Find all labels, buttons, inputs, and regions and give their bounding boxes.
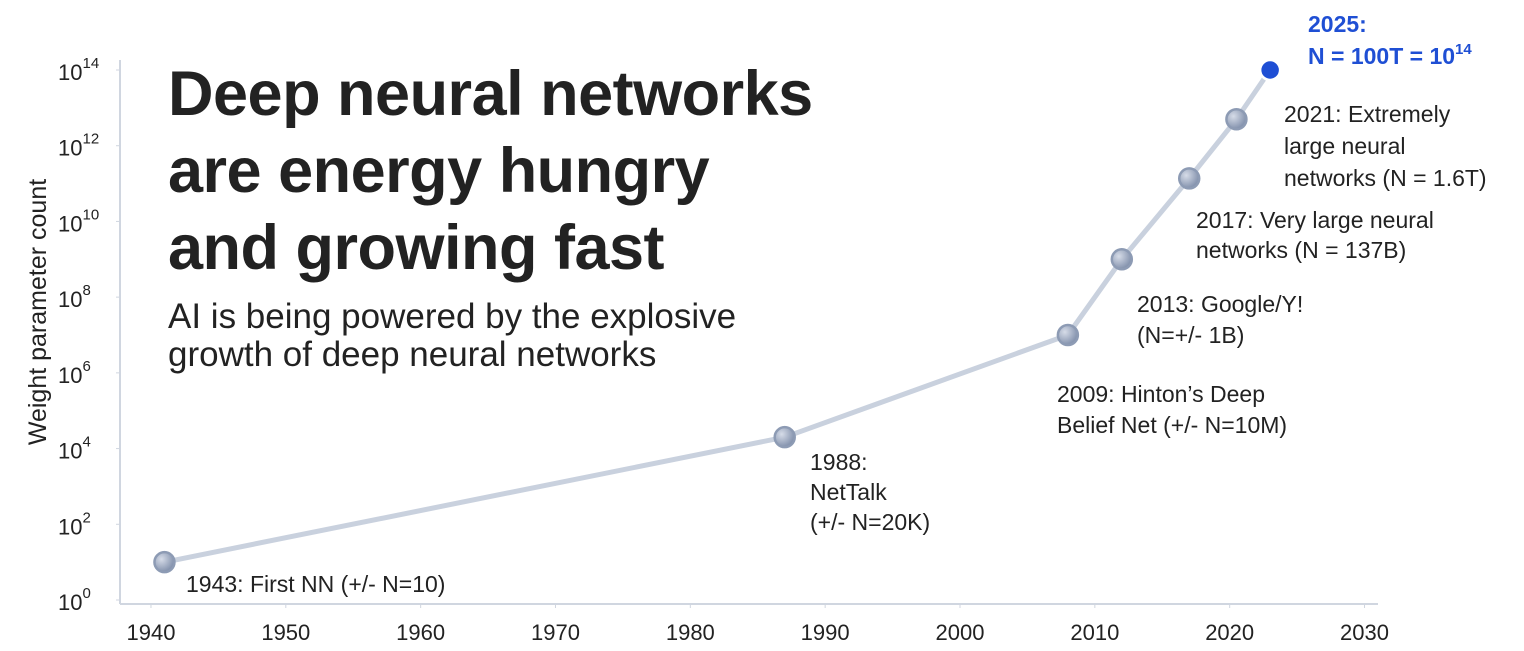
annotation: Belief Net (+/- N=10M): [1057, 412, 1287, 438]
x-tick-label: 2000: [936, 620, 985, 645]
annotation-power: 14: [1455, 41, 1472, 58]
annotation-line: 2017: Very large neural: [1196, 207, 1434, 233]
annotation: 2021: Extremely: [1284, 101, 1451, 127]
annotation: 1988:: [810, 449, 868, 475]
y-tick-power: 2: [82, 509, 90, 526]
y-tick-label: 1014: [58, 55, 99, 85]
y-tick-power: 10: [82, 206, 99, 223]
annotation: N = 100T = 1014: [1308, 41, 1472, 69]
annotation-line: NetTalk: [810, 479, 887, 505]
y-tick-label: 108: [58, 282, 91, 312]
data-point: [1056, 323, 1080, 347]
x-tick-label: 1940: [126, 620, 175, 645]
data-point: [1258, 58, 1282, 82]
annotation-line: N = 100T = 10: [1308, 43, 1455, 69]
data-point: [1110, 248, 1134, 271]
data-point: [153, 550, 176, 574]
annotation-line: networks (N = 1.6T): [1284, 165, 1487, 191]
title-line: and growing fast: [168, 213, 665, 283]
y-tick-base: 10: [58, 211, 82, 236]
annotation: 1943: First NN (+/- N=10): [186, 571, 445, 597]
annotation-line: 2025:: [1308, 11, 1367, 37]
y-tick-power: 0: [82, 585, 90, 602]
y-tick-base: 10: [58, 363, 82, 388]
title-line: Deep neural networks: [168, 59, 813, 129]
y-tick-power: 8: [82, 282, 90, 299]
subtitle-line: growth of deep neural networks: [168, 335, 656, 374]
x-tick-label: 1950: [261, 620, 310, 645]
data-point: [773, 425, 796, 449]
y-tick-power: 14: [82, 55, 99, 72]
x-tick-label: 2030: [1340, 620, 1389, 645]
y-tick-base: 10: [58, 136, 82, 161]
y-tick-power: 12: [82, 131, 99, 148]
annotation-line: networks (N = 137B): [1196, 237, 1406, 263]
y-tick-base: 10: [58, 590, 82, 615]
data-point: [1225, 108, 1248, 131]
annotation: 2025:: [1308, 11, 1367, 37]
x-tick-label: 1970: [531, 620, 580, 645]
annotation: 2017: Very large neural: [1196, 207, 1434, 233]
annotation: 2013: Google/Y!: [1137, 291, 1303, 317]
annotation-line: Belief Net (+/- N=10M): [1057, 412, 1287, 438]
y-tick-label: 1012: [58, 131, 99, 161]
y-tick-power: 4: [82, 434, 90, 451]
y-tick-base: 10: [58, 287, 82, 312]
annotation-line: large neural: [1284, 133, 1405, 159]
annotation: NetTalk: [810, 479, 887, 505]
annotation: (N=+/- 1B): [1137, 322, 1244, 348]
y-tick-label: 102: [58, 509, 91, 539]
y-tick-base: 10: [58, 514, 82, 539]
y-tick-base: 10: [58, 60, 82, 85]
x-tick-label: 1960: [396, 620, 445, 645]
x-tick-label: 2010: [1070, 620, 1119, 645]
y-tick-label: 1010: [58, 206, 99, 236]
annotation: 2009: Hinton’s Deep: [1057, 381, 1265, 407]
annotation-line: 2009: Hinton’s Deep: [1057, 381, 1265, 407]
y-tick-label: 106: [58, 358, 91, 388]
y-axis-label: Weight parameter count: [24, 179, 52, 445]
annotation-line: 1988:: [810, 449, 868, 475]
annotation: networks (N = 137B): [1196, 237, 1406, 263]
annotation-line: 2021: Extremely: [1284, 101, 1451, 127]
x-tick-label: 1980: [666, 620, 715, 645]
annotation-line: (+/- N=20K): [810, 509, 930, 535]
y-tick-base: 10: [58, 439, 82, 464]
annotation: (+/- N=20K): [810, 509, 930, 535]
x-tick-label: 1990: [801, 620, 850, 645]
annotation: networks (N = 1.6T): [1284, 165, 1487, 191]
subtitle-line: AI is being powered by the explosive: [168, 297, 736, 336]
annotation-line: 1943: First NN (+/- N=10): [186, 571, 445, 597]
annotation-line: (N=+/- 1B): [1137, 322, 1244, 348]
annotation-line: 2013: Google/Y!: [1137, 291, 1303, 317]
annotation: large neural: [1284, 133, 1405, 159]
y-tick-label: 104: [58, 434, 91, 464]
x-tick-label: 2020: [1205, 620, 1254, 645]
data-point: [1177, 167, 1201, 190]
title-line: are energy hungry: [168, 136, 710, 206]
y-tick-label: 100: [58, 585, 91, 615]
y-tick-power: 6: [82, 358, 90, 375]
